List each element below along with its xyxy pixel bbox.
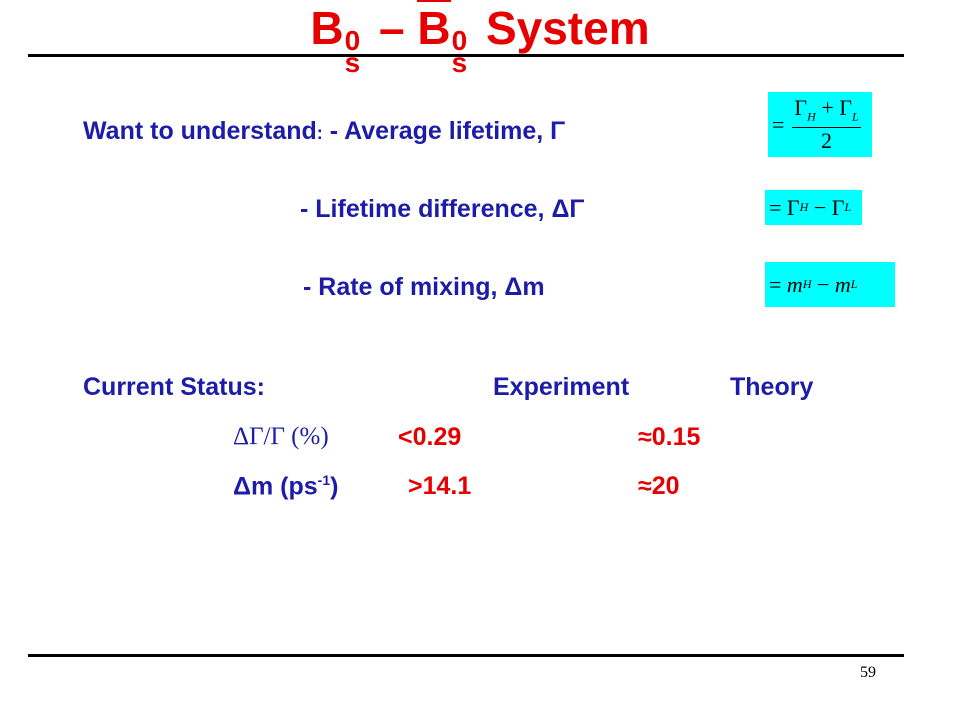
formula-token: Γ	[831, 194, 845, 220]
row-experiment: >14.1	[408, 472, 472, 500]
formula-token: =	[772, 111, 785, 137]
title-part: B	[310, 2, 344, 54]
bottom-rule	[28, 654, 904, 657]
row-quantity: Δm (ps-1)	[233, 472, 338, 501]
column-header: Experiment	[493, 373, 630, 401]
title-part: B	[417, 0, 451, 54]
page-number: 59	[860, 664, 876, 681]
formula-token: −	[813, 194, 827, 220]
denominator: 2	[821, 127, 833, 153]
formula-token: Γ	[839, 95, 852, 121]
goal-line: Want to understand: - Average lifetime, …	[83, 117, 565, 146]
goal-item: - Rate of mixing, Δm	[303, 273, 545, 301]
formula-sub: L	[844, 200, 852, 214]
quantity-sup: -1	[317, 472, 331, 488]
quantity-text: Δm (ps	[233, 472, 318, 501]
top-rule	[28, 54, 904, 57]
formula-token: Γ	[794, 95, 808, 121]
title-part: –	[378, 2, 405, 54]
formula-token: Γ	[786, 194, 800, 220]
column-header: Theory	[730, 373, 814, 401]
row-theory: ≈0.15	[638, 423, 701, 451]
goal-colon: :	[316, 123, 323, 143]
formula-sub: H	[802, 277, 812, 291]
row-theory: ≈20	[638, 472, 680, 500]
numerator: ΓH + ΓL	[792, 95, 861, 128]
formula-token: =	[769, 194, 782, 220]
formula-token: +	[821, 95, 834, 121]
formula-token: m	[786, 271, 803, 297]
formula-sub: L	[851, 109, 859, 124]
formula-box: = ΓH + ΓL 2	[768, 92, 872, 157]
fraction: ΓH + ΓL 2	[792, 95, 861, 153]
goal-lead: Want to understand	[83, 117, 317, 145]
row-experiment: <0.29	[398, 423, 462, 451]
title-part: System	[485, 2, 650, 54]
formula-token: −	[816, 271, 830, 297]
quantity-text: )	[330, 472, 339, 501]
title-sup: 0	[451, 25, 468, 56]
formula-sub: H	[807, 109, 816, 124]
formula-token: =	[769, 271, 782, 297]
formula-sub: H	[799, 200, 809, 214]
goal-item: - Average lifetime, Γ	[329, 117, 566, 145]
goal-item: - Lifetime difference, ΔΓ	[300, 195, 585, 223]
row-quantity: ΔΓ/Γ (%)	[233, 423, 329, 450]
formula-sub: L	[850, 277, 858, 291]
formula-token: m	[834, 271, 851, 297]
title-sup: 0	[344, 25, 361, 56]
status-label: Current Status:	[83, 373, 265, 401]
